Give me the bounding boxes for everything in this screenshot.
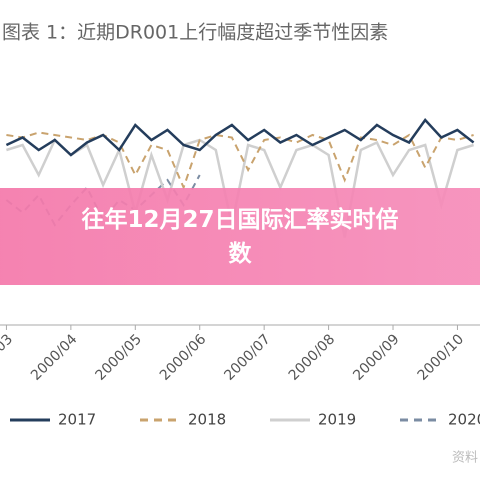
legend-label: 2020 (448, 411, 480, 429)
legend-label: 2019 (318, 411, 356, 429)
x-tick-label: 2000/03 (0, 331, 16, 383)
chart-title: 图表 1：近期DR001上行幅度超过季节性因素 (2, 22, 388, 44)
x-tick-label: 2000/07 (221, 331, 273, 383)
legend-label: 2018 (188, 411, 226, 429)
legend-label: 2017 (58, 411, 96, 429)
series-line (6, 137, 474, 238)
x-tick-label: 2000/04 (28, 331, 81, 384)
watermark: 资料 (452, 451, 478, 466)
x-tick-label: 2000/08 (286, 331, 338, 383)
x-tick-label: 2000/10 (415, 331, 467, 383)
overlay-banner: 往年12月27日国际汇率实时倍数 (0, 188, 480, 285)
series-line (5, 118, 475, 157)
x-tick-label: 2000/05 (93, 331, 145, 383)
series-line (6, 131, 474, 191)
x-tick-label: 2000/06 (157, 331, 210, 384)
series-line (5, 174, 201, 227)
overlay-title: 往年12月27日国际汇率实时倍数 (81, 206, 399, 267)
x-tick-label: 2000/09 (350, 331, 402, 383)
